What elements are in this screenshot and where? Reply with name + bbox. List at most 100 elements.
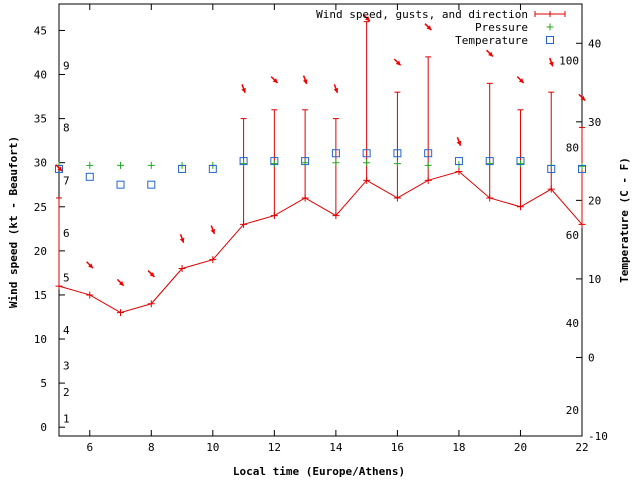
- wind-speed-point: [301, 194, 309, 202]
- pressure-point: [486, 160, 494, 168]
- wind-speed-point: [363, 176, 371, 184]
- wind-direction-arrow-head: [88, 263, 93, 269]
- fahrenheit-label: 40: [566, 317, 579, 330]
- x-tick-label: 12: [268, 441, 281, 454]
- plot-frame: [58, 3, 583, 437]
- wind-speed-point: [86, 291, 94, 299]
- legend-label-pressure: Pressure: [475, 21, 528, 34]
- x-tick-label: 14: [329, 441, 343, 454]
- y-right-tick-label: -10: [588, 430, 608, 443]
- legend-pressure-marker: [546, 23, 554, 31]
- temperature-point: [516, 157, 525, 166]
- pressure-point: [516, 160, 524, 168]
- wind-direction-arrow-head: [57, 166, 63, 172]
- plot-frame-layer: [58, 3, 583, 437]
- wind-direction-arrow-head: [426, 25, 432, 31]
- y-left-tick-label: 15: [34, 289, 47, 302]
- temperature-point: [116, 180, 125, 189]
- wind-direction-arrow-head: [149, 272, 155, 277]
- wind-direction-arrow: [516, 76, 525, 84]
- temperature-point: [239, 157, 248, 166]
- temperature-point: [485, 157, 494, 166]
- beaufort-label: 8: [63, 121, 70, 134]
- wind-speed-point: [332, 212, 340, 220]
- temperature-point: [301, 157, 310, 166]
- wind-direction-arrow-head: [241, 87, 246, 93]
- temperature-point: [178, 164, 187, 173]
- y-left-tick-label: 5: [40, 377, 47, 390]
- wind-speed-point: [117, 309, 125, 317]
- wind-direction-arrow: [548, 57, 554, 67]
- wind-speed-point: [147, 300, 155, 308]
- legend-wind-marker: [547, 11, 553, 17]
- y-left-tick-label: 30: [34, 157, 47, 170]
- axes-layer: 6 8 10 12 14 16 18 20 22051015202530354045123456…: [34, 4, 608, 454]
- wind-direction-arrow-head: [518, 78, 524, 83]
- wind-direction-arrow-head: [549, 61, 554, 67]
- wind-direction-arrow-head: [179, 237, 185, 243]
- temperature-point: [331, 149, 340, 158]
- wind-direction-arrow: [179, 234, 185, 243]
- wind-speed-point: [578, 220, 586, 228]
- temperature-point: [454, 157, 463, 166]
- wind-speed-point: [516, 203, 524, 211]
- legend-temperature-marker: [546, 36, 554, 44]
- beaufort-label: 4: [63, 324, 70, 337]
- x-tick-label: 6: [86, 441, 93, 454]
- pressure-point: [578, 162, 586, 170]
- pressure-point: [270, 160, 278, 168]
- fahrenheit-label: 100: [559, 55, 579, 68]
- wind-speed-point: [547, 185, 555, 193]
- temperature-point: [85, 172, 94, 181]
- temperature-point: [362, 149, 371, 158]
- wind-direction-arrow: [210, 225, 216, 235]
- pressure-point: [147, 161, 155, 169]
- wind-direction-arrow: [424, 23, 432, 31]
- temperature-point: [547, 164, 556, 173]
- temperature-point: [55, 164, 63, 173]
- wind-direction-arrow-head: [333, 87, 339, 93]
- beaufort-label: 1: [63, 412, 70, 425]
- wind-speed-point: [270, 212, 278, 220]
- beaufort-label: 7: [63, 174, 70, 187]
- x-tick-label: 18: [452, 441, 465, 454]
- wind-direction-arrow: [333, 84, 339, 94]
- temperature-point: [578, 164, 586, 173]
- wind-speed-line: [58, 170, 583, 314]
- y-axis-label-left: Wind speed (kt - Beaufort): [7, 136, 20, 308]
- legend-label-temperature: Temperature: [455, 34, 528, 47]
- pressure-point: [301, 159, 309, 167]
- wind-direction-arrow-head: [210, 228, 216, 234]
- y-left-tick-label: 45: [34, 24, 47, 37]
- wind-direction-arrow: [485, 49, 494, 58]
- wind-direction-arrow-head: [580, 95, 586, 101]
- y-axis-label-right: Temperature (C - F): [618, 157, 631, 283]
- x-tick-label: 22: [575, 441, 588, 454]
- wind-speed-point: [178, 264, 186, 272]
- x-tick-label: 8: [148, 441, 155, 454]
- beaufort-label: 9: [63, 60, 70, 73]
- wind-speed-point: [486, 194, 494, 202]
- y-right-tick-label: 20: [588, 194, 601, 207]
- legend: Wind speed, gusts, and directionPressure…: [316, 8, 566, 47]
- pressure-point: [393, 160, 401, 168]
- wind-speed-point: [424, 176, 432, 184]
- pressure-point: [240, 160, 248, 168]
- series-layer: [55, 14, 586, 317]
- wind-direction-arrow-head: [456, 140, 462, 146]
- y-left-tick-label: 35: [34, 113, 47, 126]
- wind-direction-arrow-head: [395, 60, 401, 66]
- legend-label-wind: Wind speed, gusts, and direction: [316, 8, 528, 21]
- wind-speed-point: [209, 256, 217, 264]
- wind-direction-arrow: [86, 261, 94, 269]
- y-right-tick-label: 10: [588, 273, 601, 286]
- wind-direction-arrow-head: [365, 16, 370, 22]
- y-left-tick-label: 0: [40, 421, 47, 434]
- wind-speed-point: [55, 282, 63, 290]
- pressure-point: [332, 159, 340, 167]
- wind-direction-arrow-head: [272, 78, 278, 83]
- wind-speed-point: [240, 220, 248, 228]
- y-right-tick-label: 40: [588, 37, 601, 50]
- y-left-tick-label: 25: [34, 201, 47, 214]
- x-tick-label: 16: [391, 441, 404, 454]
